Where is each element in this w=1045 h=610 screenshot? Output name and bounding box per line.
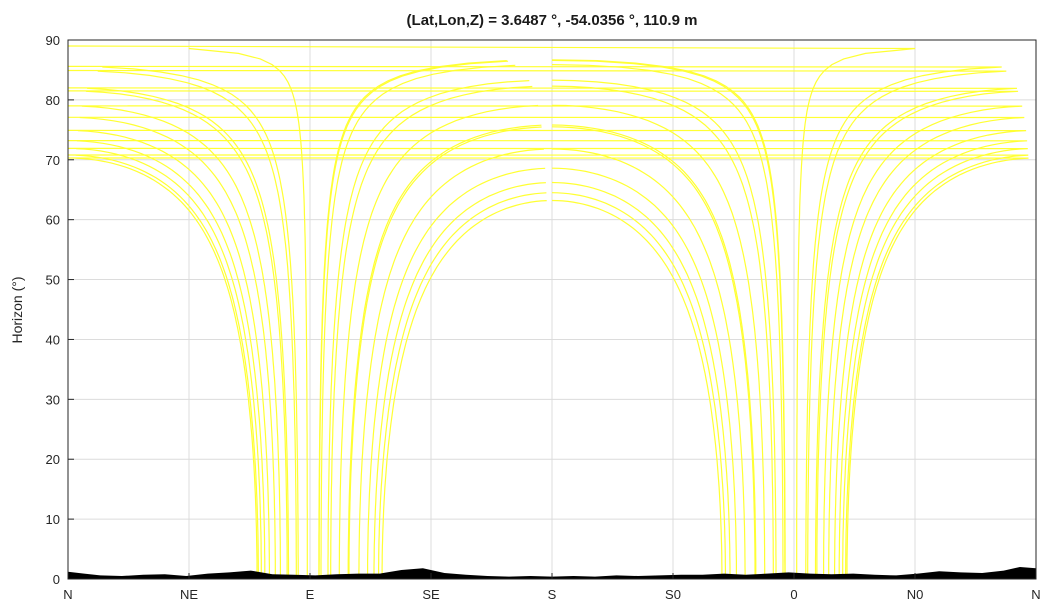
y-tick-label: 40	[46, 332, 60, 347]
sun-path-line	[366, 167, 546, 578]
sun-path-line	[67, 116, 1025, 578]
sun-path-line	[551, 124, 757, 578]
sun-path-line	[327, 80, 530, 578]
x-tick-label: N	[63, 587, 72, 602]
sun-path-line	[551, 167, 738, 578]
sun-path-line	[67, 45, 916, 578]
sun-path-line	[79, 116, 276, 578]
sun-path-line	[188, 47, 308, 578]
sun-path-line	[67, 69, 1007, 578]
x-tick-label: NE	[180, 587, 198, 602]
sun-path-line	[551, 79, 777, 578]
sun-path-series	[67, 45, 1029, 578]
sun-path-line	[551, 148, 746, 578]
y-axis-label: Horizon (°)	[9, 276, 25, 343]
y-tick-label: 70	[46, 153, 60, 168]
sun-path-line	[551, 64, 784, 578]
sun-path-line	[67, 129, 1027, 578]
y-tick-label: 90	[46, 33, 60, 48]
x-axis-ticks: N NE E SE S S0 0 N0 N	[63, 573, 1041, 602]
sun-path-line	[76, 148, 262, 578]
sun-path-line	[67, 157, 1029, 578]
sun-path-line	[102, 66, 299, 578]
sun-path-line	[318, 60, 507, 578]
sun-path-line	[67, 65, 1002, 578]
y-axis-ticks: 0 10 20 30 40 50 60 70 80 90	[46, 33, 74, 587]
sun-path-line	[338, 104, 539, 578]
sun-path-line	[551, 126, 756, 578]
sun-path-line	[551, 192, 726, 578]
sun-path-line	[97, 70, 297, 578]
sun-path-line	[348, 126, 542, 578]
x-tick-label: SE	[422, 587, 440, 602]
sun-path-line	[67, 90, 1019, 578]
y-tick-label: 20	[46, 452, 60, 467]
sun-path-line	[551, 59, 786, 578]
sun-path-line	[77, 130, 270, 578]
grid-lines	[67, 39, 1037, 580]
y-tick-label: 50	[46, 273, 60, 288]
sun-path-line	[76, 140, 266, 578]
sun-path-line	[358, 148, 544, 578]
sun-path-line	[551, 104, 766, 578]
y-tick-label: 0	[53, 572, 60, 587]
sun-path-line	[551, 181, 731, 578]
x-tick-label: N0	[907, 587, 924, 602]
x-tick-label: 0	[790, 587, 797, 602]
y-tick-label: 10	[46, 512, 60, 527]
sun-path-line	[67, 87, 1018, 578]
sun-path-line	[381, 200, 547, 578]
sun-path-line	[551, 59, 786, 578]
sun-path-line	[67, 140, 1028, 578]
sun-path-line	[67, 154, 1029, 578]
y-tick-label: 30	[46, 392, 60, 407]
sun-path-line	[330, 85, 533, 578]
sun-path-line	[75, 157, 258, 578]
sun-path-line	[75, 154, 259, 578]
chart-title: (Lat,Lon,Z) = 3.6487 °, -54.0356 °, 110.…	[407, 12, 698, 29]
sun-path-line	[320, 64, 516, 578]
sun-path-line	[67, 147, 1028, 578]
x-tick-label: N	[1031, 587, 1040, 602]
sun-path-line	[373, 182, 546, 578]
sun-path-line	[81, 105, 281, 578]
x-tick-label: S0	[665, 587, 681, 602]
sun-path-line	[85, 90, 288, 578]
sun-path-line	[67, 105, 1023, 578]
sun-path-line	[378, 192, 547, 578]
sun-path-line	[347, 124, 542, 578]
y-tick-label: 60	[46, 213, 60, 228]
sun-path-line	[551, 199, 723, 578]
x-tick-label: S	[548, 587, 557, 602]
sun-path-line	[86, 87, 290, 578]
x-tick-label: E	[306, 587, 315, 602]
y-tick-label: 80	[46, 93, 60, 108]
